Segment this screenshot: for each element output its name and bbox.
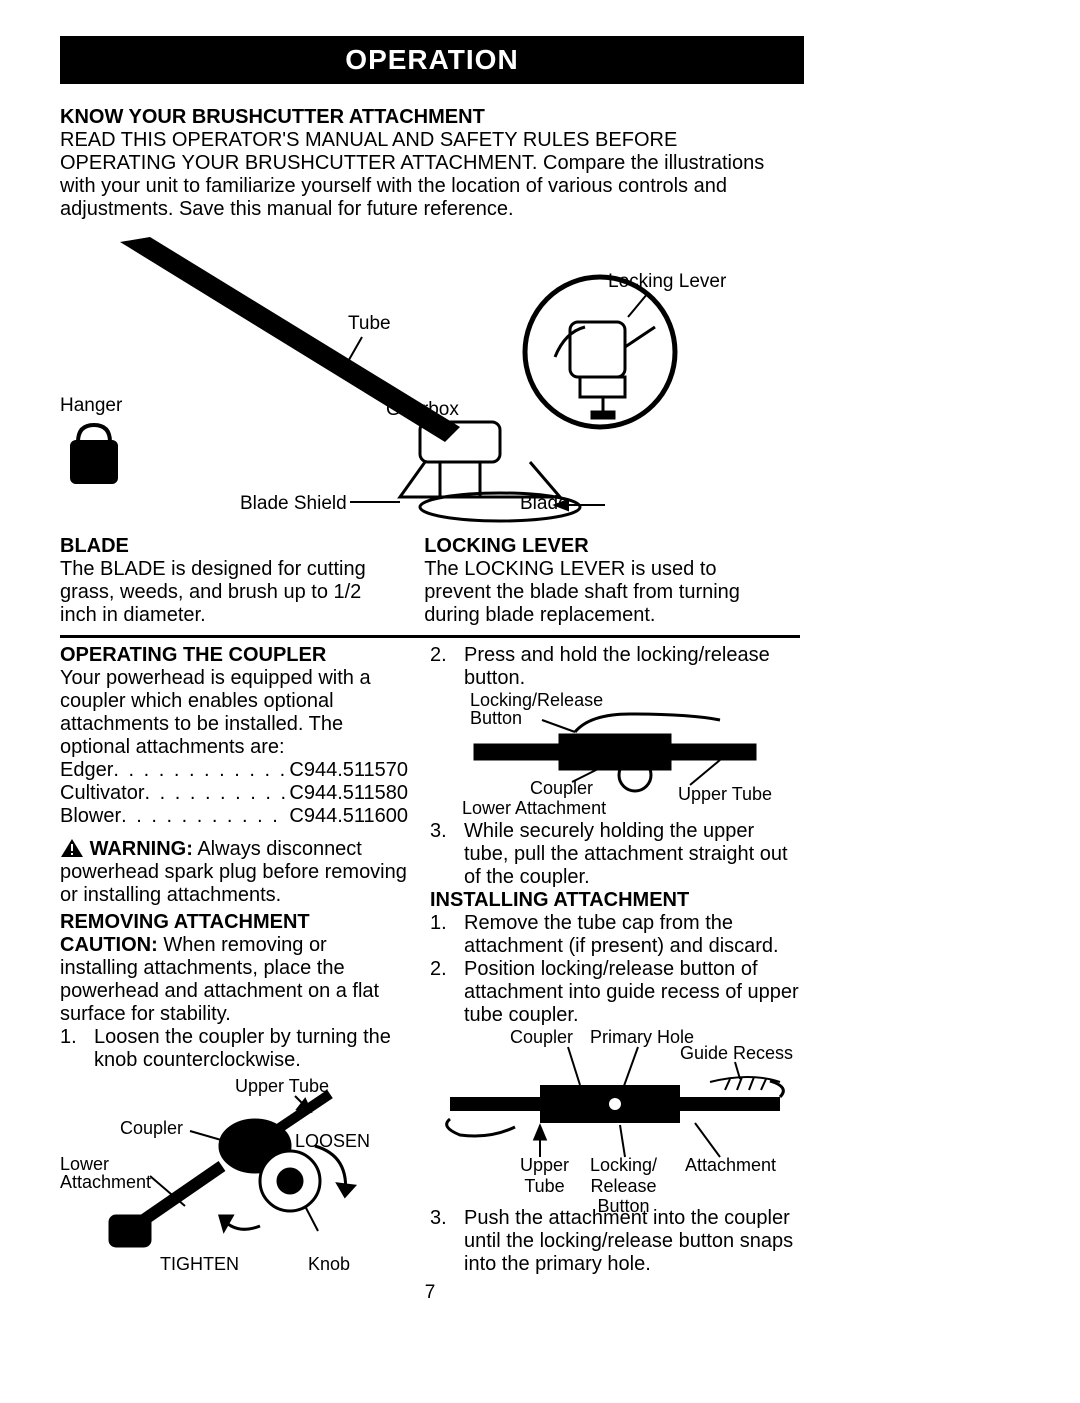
brushcutter-diagram: Hanger Tube Gearbox Blade Shield Blade L…	[60, 227, 800, 527]
label-upper-tube: Upper Tube	[235, 1076, 329, 1097]
attach-row-edger: Edger . . . . . . . . . . . . . . . . C9…	[60, 759, 408, 782]
right-step-2: 2. Press and hold the locking/release bu…	[430, 644, 800, 690]
remove-step-1: 1. Loosen the coupler by turning the kno…	[60, 1026, 408, 1072]
label-lower-attachment: Lower Attachment	[462, 798, 606, 819]
attach-name: Blower	[60, 805, 121, 828]
page-number: 7	[60, 1282, 800, 1304]
coupler-press-figure: Locking/Release Button Coupler Lower Att…	[430, 690, 800, 820]
caution-label: CAUTION:	[60, 934, 158, 956]
install-step-3: 3. Push the attachment into the coupler …	[430, 1207, 800, 1276]
step-text: Position locking/release button of attac…	[464, 958, 800, 1027]
remove-title: REMOVING ATTACHMENT	[60, 911, 408, 934]
label-loosen: LOOSEN	[295, 1131, 370, 1152]
right-step-3: 3. While securely holding the upper tube…	[430, 820, 800, 889]
label-hanger: Hanger	[60, 395, 122, 417]
intro-title: KNOW YOUR BRUSHCUTTER ATTACHMENT	[60, 106, 788, 129]
label-lr-button: Locking/ Release Button	[590, 1155, 657, 1217]
label-attachment: Attachment	[60, 1172, 151, 1193]
label-gearbox: Gearbox	[386, 399, 459, 421]
label-coupler: Coupler	[510, 1027, 573, 1048]
attach-num: C944.511600	[289, 805, 408, 828]
dots: . . . . . . . . . . . . . .	[121, 805, 289, 828]
label-coupler: Coupler	[120, 1118, 183, 1139]
label-tighten: TIGHTEN	[160, 1254, 239, 1275]
step-text: Loosen the coupler by turning the knob c…	[94, 1026, 408, 1072]
dots: . . . . . . . . . . . . . . . .	[113, 759, 289, 782]
warning-block: WARNING: Always disconnect powerhead spa…	[60, 838, 408, 907]
label-blade-shield: Blade Shield	[240, 493, 347, 515]
label-coupler: Coupler	[530, 778, 593, 799]
attach-row-blower: Blower . . . . . . . . . . . . . . C944.…	[60, 805, 408, 828]
locking-title: LOCKING LEVER	[424, 535, 788, 558]
attach-num: C944.511570	[289, 759, 408, 782]
attach-name: Cultivator	[60, 782, 144, 805]
label-attachment: Attachment	[685, 1155, 776, 1176]
intro-body: READ THIS OPERATOR'S MANUAL AND SAFETY R…	[60, 129, 788, 221]
label-primary-hole: Primary Hole	[590, 1027, 694, 1048]
step-text: Push the attachment into the coupler unt…	[464, 1207, 800, 1276]
divider	[60, 635, 800, 638]
label-button: Button	[470, 708, 522, 729]
label-upper-tube: Upper Tube	[520, 1155, 569, 1196]
attach-row-cultivator: Cultivator . . . . . . . . . . . . C944.…	[60, 782, 408, 805]
label-tube: Tube	[348, 313, 391, 335]
step-text: Press and hold the locking/release butto…	[464, 644, 800, 690]
install-title: INSTALLING ATTACHMENT	[430, 889, 800, 912]
dots: . . . . . . . . . . . .	[144, 782, 289, 805]
coupler-loosen-figure: Upper Tube Coupler Lower Attachment LOOS…	[60, 1076, 400, 1276]
attach-num: C944.511580	[289, 782, 408, 805]
coupler-install-figure: Coupler Primary Hole Guide Recess Upper …	[430, 1027, 800, 1207]
locking-body: The LOCKING LEVER is used to prevent the…	[424, 558, 788, 627]
coupler-title: OPERATING THE COUPLER	[60, 644, 408, 667]
install-step-2: 2. Position locking/release button of at…	[430, 958, 800, 1027]
coupler-body: Your powerhead is equipped with a couple…	[60, 667, 408, 759]
label-blade: Blade	[520, 493, 569, 515]
label-locking-lever: Locking Lever	[608, 271, 726, 293]
step-text: While securely holding the upper tube, p…	[464, 820, 800, 889]
banner-operation: OPERATION	[60, 36, 804, 84]
install-step-1: 1. Remove the tube cap from the attachme…	[430, 912, 800, 958]
attach-name: Edger	[60, 759, 113, 782]
remove-caution: CAUTION: When removing or installing att…	[60, 934, 408, 1026]
warning-label: WARNING:	[90, 838, 193, 860]
blade-body: The BLADE is designed for cutting grass,…	[60, 558, 402, 627]
label-upper-tube: Upper Tube	[678, 784, 772, 805]
label-knob: Knob	[308, 1254, 350, 1275]
label-guide-recess: Guide Recess	[680, 1043, 793, 1064]
blade-title: BLADE	[60, 535, 402, 558]
warning-icon	[60, 838, 84, 858]
step-text: Remove the tube cap from the attachment …	[464, 912, 800, 958]
